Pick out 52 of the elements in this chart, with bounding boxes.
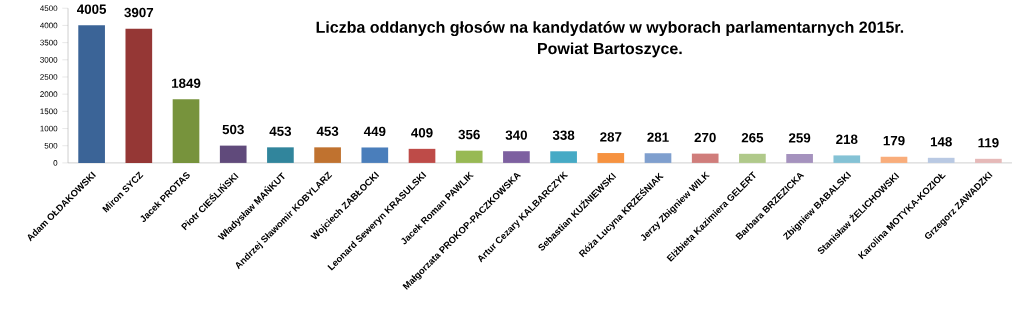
data-label: 409 <box>411 128 433 138</box>
y-tick-label: 0 <box>53 160 58 166</box>
y-tick-label: 1500 <box>40 108 58 115</box>
bar <box>644 153 672 164</box>
data-label: 338 <box>552 130 575 141</box>
bar <box>408 149 436 164</box>
bar <box>739 154 766 164</box>
data-label: 259 <box>788 133 811 143</box>
y-tick-label: 500 <box>44 143 58 149</box>
y-tick-label: 3500 <box>40 40 58 46</box>
bar <box>219 145 247 164</box>
y-tick-label: 1000 <box>40 125 58 132</box>
y-tick-label: 4500 <box>40 5 58 12</box>
bar <box>880 156 908 164</box>
bar <box>927 158 955 164</box>
bar <box>455 150 483 164</box>
bar <box>78 25 105 164</box>
bar <box>550 151 577 164</box>
y-tick-label: 2000 <box>40 91 58 98</box>
bar <box>172 99 200 164</box>
data-label: 356 <box>458 130 480 140</box>
data-label: 453 <box>269 126 292 137</box>
y-tick-label: 2500 <box>40 74 58 81</box>
bar <box>267 147 294 164</box>
data-label: 503 <box>222 125 244 135</box>
bar <box>503 151 530 164</box>
bar <box>691 153 719 164</box>
data-label: 179 <box>883 136 905 146</box>
data-label: 449 <box>363 126 386 137</box>
y-tick-label: 4000 <box>40 22 58 29</box>
data-label: 453 <box>316 126 339 137</box>
data-label: 4005 <box>77 4 107 15</box>
data-label: 340 <box>505 130 527 141</box>
bar <box>361 147 389 164</box>
bar <box>597 153 625 164</box>
data-label: 270 <box>694 133 716 143</box>
bar <box>975 159 1002 164</box>
data-label: 281 <box>647 132 669 143</box>
data-label: 287 <box>600 132 622 142</box>
data-label: 265 <box>741 133 764 143</box>
bar <box>314 147 341 164</box>
text: Liczba oddanych głosów na kandydatów w wyborach parlamentarnych 2015r. <box>316 21 904 37</box>
y-tick-label: 3000 <box>40 57 58 63</box>
bar <box>125 28 153 164</box>
data-label: 1849 <box>172 78 201 89</box>
data-label: 119 <box>978 138 999 148</box>
text: Powiat Bartoszyce. <box>538 42 682 58</box>
data-label: 148 <box>930 137 952 147</box>
bar <box>786 154 813 164</box>
bar <box>833 155 861 164</box>
data-label: 218 <box>836 134 858 145</box>
data-label: 3907 <box>124 8 154 18</box>
